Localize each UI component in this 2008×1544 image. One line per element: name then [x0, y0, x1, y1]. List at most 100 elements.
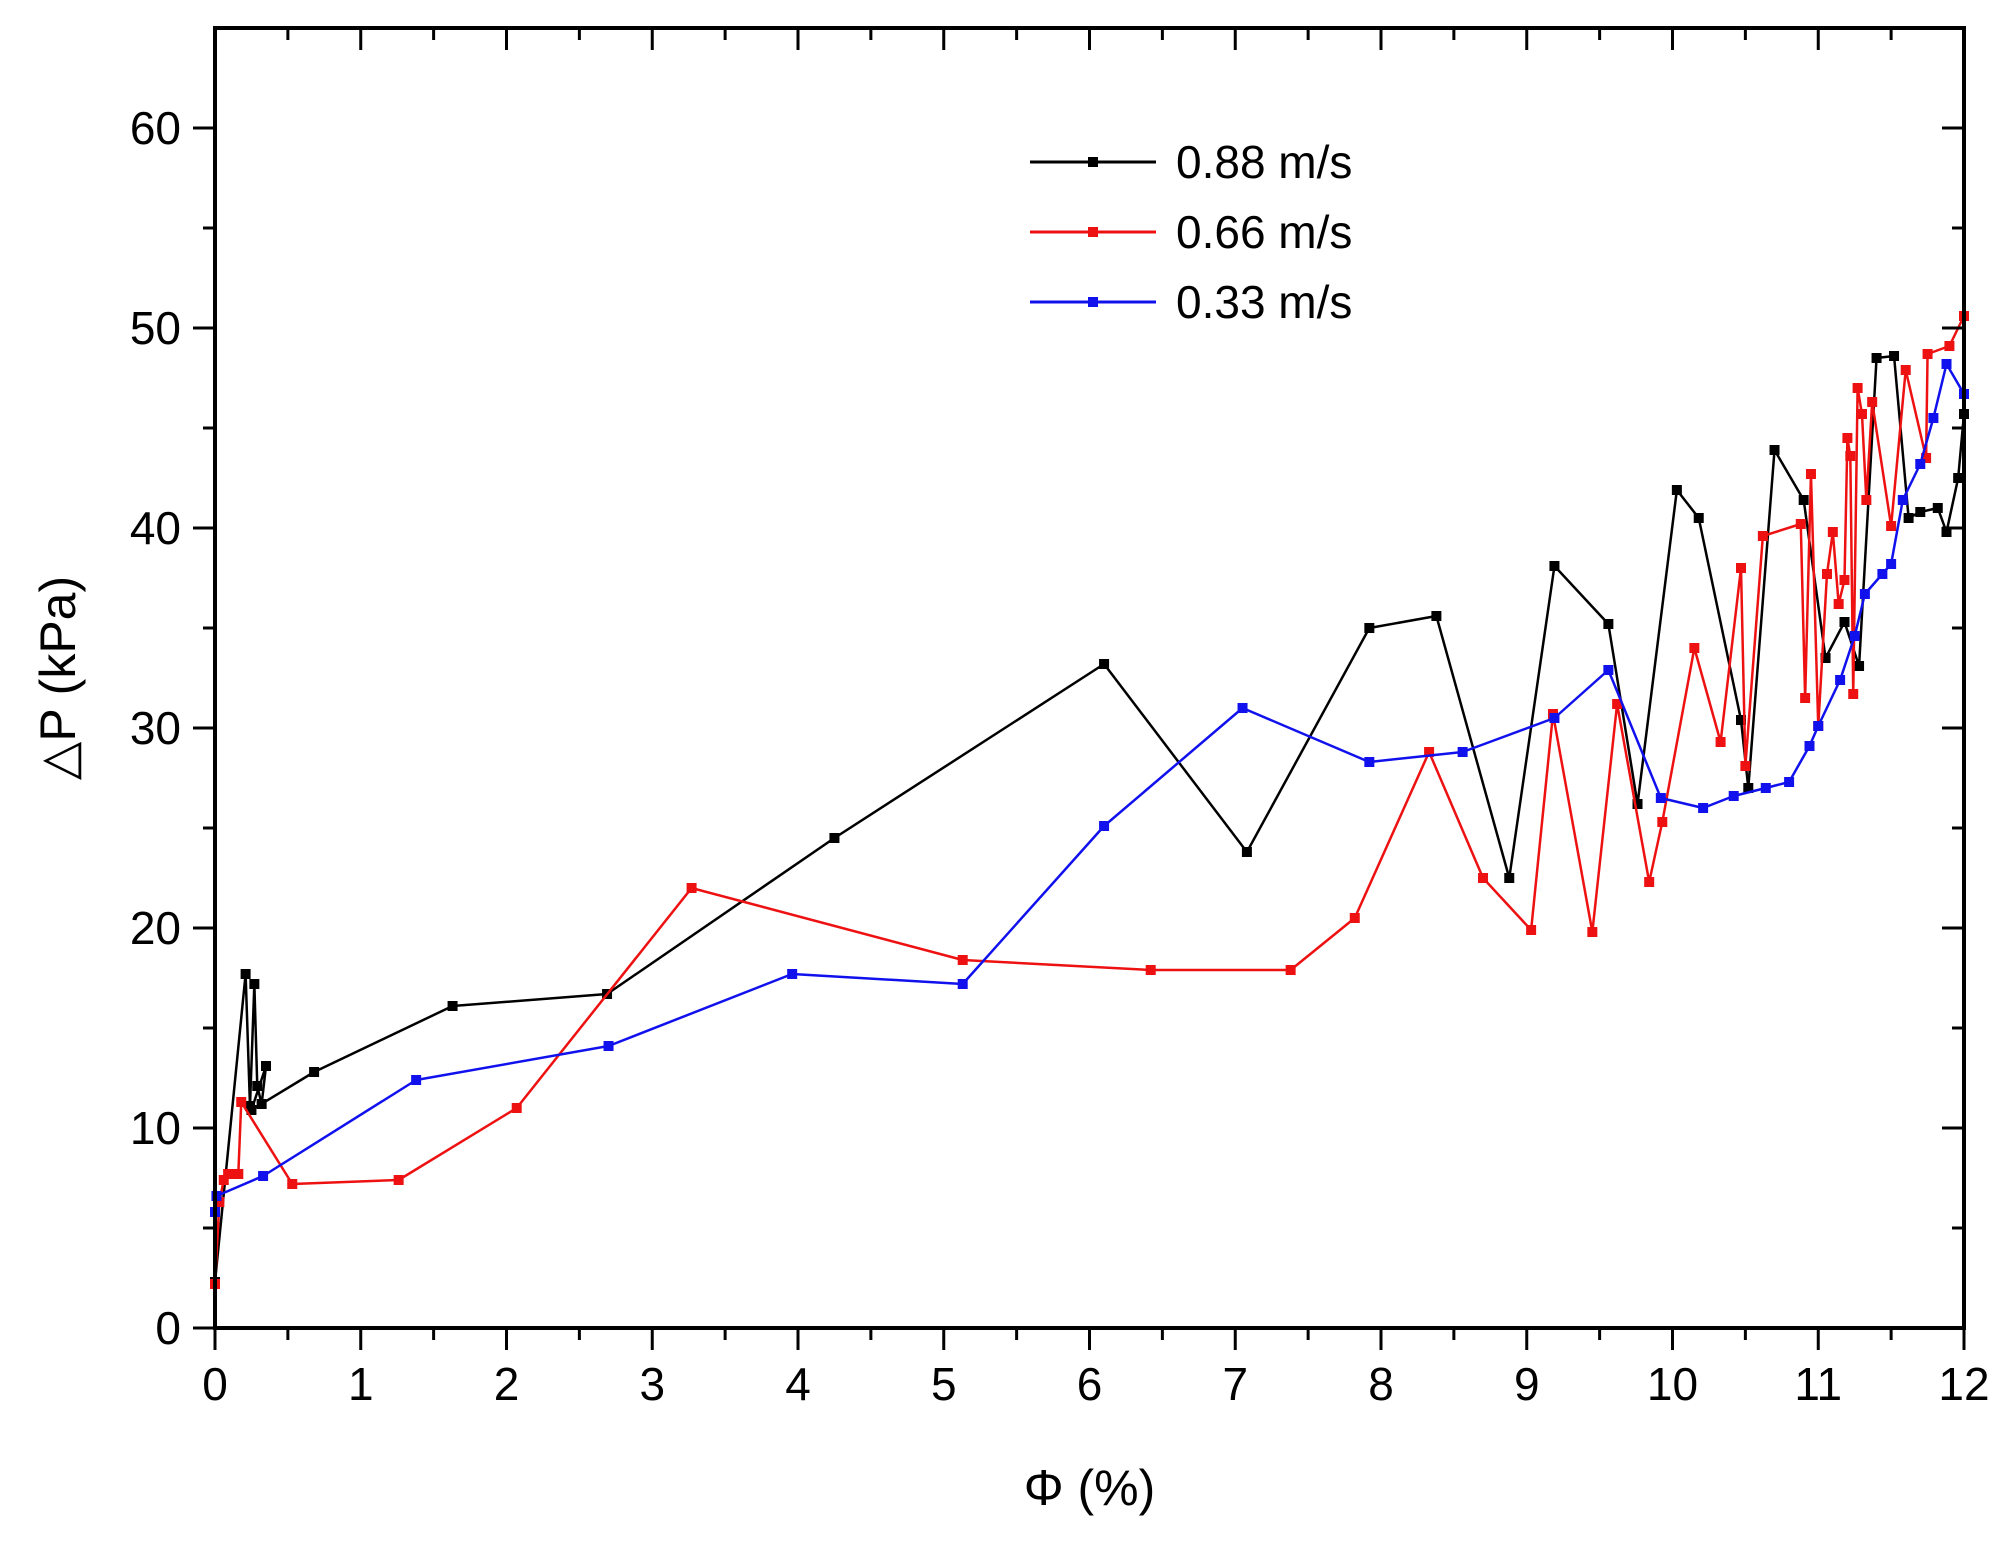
- data-point: [1769, 445, 1780, 455]
- data-point: [1941, 359, 1952, 369]
- data-point: [1145, 965, 1156, 975]
- data-point: [603, 1041, 614, 1051]
- data-point: [1856, 409, 1867, 419]
- series-line: [213, 362, 1966, 1213]
- data-point: [1526, 925, 1537, 935]
- y-tick-label: 50: [130, 302, 181, 354]
- legend-label: 0.66 m/s: [1176, 206, 1352, 258]
- data-point: [1871, 353, 1882, 363]
- data-point: [411, 1075, 422, 1085]
- data-point: [1854, 661, 1865, 671]
- data-point: [1364, 757, 1375, 767]
- data-point: [1587, 927, 1598, 937]
- data-point: [957, 979, 968, 989]
- series-layer: [210, 311, 1969, 1289]
- x-tick-label: 1: [348, 1358, 374, 1410]
- data-point: [1736, 563, 1747, 573]
- data-point: [1845, 451, 1856, 461]
- data-point: [1728, 791, 1739, 801]
- legend-label: 0.33 m/s: [1176, 276, 1352, 328]
- data-point: [1867, 397, 1878, 407]
- y-tick-label: 60: [130, 102, 181, 154]
- x-tick-label: 6: [1077, 1358, 1103, 1410]
- data-point: [258, 1171, 269, 1181]
- x-axis: 0 1 2 3 4 5 6 7 8 9 10 11 12: [202, 28, 1990, 1410]
- data-point: [1424, 747, 1435, 757]
- data-point: [1827, 527, 1838, 537]
- data-point: [246, 1105, 257, 1115]
- data-point: [1644, 877, 1655, 887]
- data-point: [1549, 713, 1560, 723]
- x-axis-title: Φ (%): [1024, 1460, 1156, 1516]
- y-tick-label: 30: [130, 702, 181, 754]
- data-point: [1859, 589, 1870, 599]
- data-point: [1285, 965, 1296, 975]
- data-point: [1900, 365, 1911, 375]
- x-tick-label: 10: [1647, 1358, 1698, 1410]
- data-point: [309, 1067, 320, 1077]
- data-point: [1915, 507, 1926, 517]
- data-point: [1612, 699, 1623, 709]
- legend-item: 0.33 m/s: [1030, 276, 1352, 328]
- y-axis: 0 10 20 30 40 50 60: [130, 102, 1964, 1354]
- x-tick-label: 9: [1514, 1358, 1540, 1410]
- data-point: [1813, 721, 1824, 731]
- data-point: [1743, 783, 1754, 793]
- data-point: [1921, 453, 1932, 463]
- data-point: [1941, 527, 1952, 537]
- data-point: [1364, 623, 1375, 633]
- data-point: [829, 833, 840, 843]
- data-point: [1833, 599, 1844, 609]
- y-tick-label: 40: [130, 502, 181, 554]
- legend-item: 0.66 m/s: [1030, 206, 1352, 258]
- legend-label: 0.88 m/s: [1176, 136, 1352, 188]
- data-point: [1655, 793, 1666, 803]
- data-point: [1915, 459, 1926, 469]
- data-point: [1877, 569, 1888, 579]
- data-point: [1897, 495, 1908, 505]
- data-point: [1457, 747, 1468, 757]
- data-point: [218, 1175, 229, 1185]
- data-point: [1861, 495, 1872, 505]
- data-point: [1820, 653, 1831, 663]
- data-point: [249, 979, 260, 989]
- y-tick-label: 0: [155, 1302, 181, 1354]
- data-point: [1839, 575, 1850, 585]
- legend-item: 0.88 m/s: [1030, 136, 1352, 188]
- data-point: [1886, 559, 1897, 569]
- data-point: [1886, 521, 1897, 531]
- data-point: [511, 1103, 522, 1113]
- data-point: [1349, 913, 1360, 923]
- data-point: [1903, 513, 1914, 523]
- data-point: [957, 955, 968, 965]
- data-point: [1603, 665, 1614, 675]
- x-tick-label: 11: [1794, 1358, 1842, 1410]
- data-point: [1099, 821, 1110, 831]
- data-point: [1848, 689, 1859, 699]
- data-point: [1928, 413, 1939, 423]
- data-point: [1805, 469, 1816, 479]
- x-tick-label: 12: [1938, 1358, 1989, 1410]
- data-point: [1504, 873, 1515, 883]
- data-point: [1740, 761, 1751, 771]
- data-point: [1784, 777, 1795, 787]
- data-point: [1237, 703, 1248, 713]
- data-point: [1889, 351, 1900, 361]
- data-point: [787, 969, 798, 979]
- data-point: [1804, 741, 1815, 751]
- data-point: [1795, 519, 1806, 529]
- data-point: [1760, 783, 1771, 793]
- data-point: [1800, 693, 1811, 703]
- data-point: [256, 1099, 267, 1109]
- data-point: [227, 1169, 238, 1179]
- x-tick-label: 3: [639, 1358, 665, 1410]
- y-axis-title: △P (kPa): [30, 576, 86, 780]
- data-point: [1241, 847, 1252, 857]
- data-point: [1657, 817, 1668, 827]
- data-point: [686, 883, 697, 893]
- series-0-33-m-s: [210, 359, 1969, 1217]
- data-point: [1431, 611, 1442, 621]
- y-tick-label: 20: [130, 902, 181, 954]
- data-point: [1798, 495, 1809, 505]
